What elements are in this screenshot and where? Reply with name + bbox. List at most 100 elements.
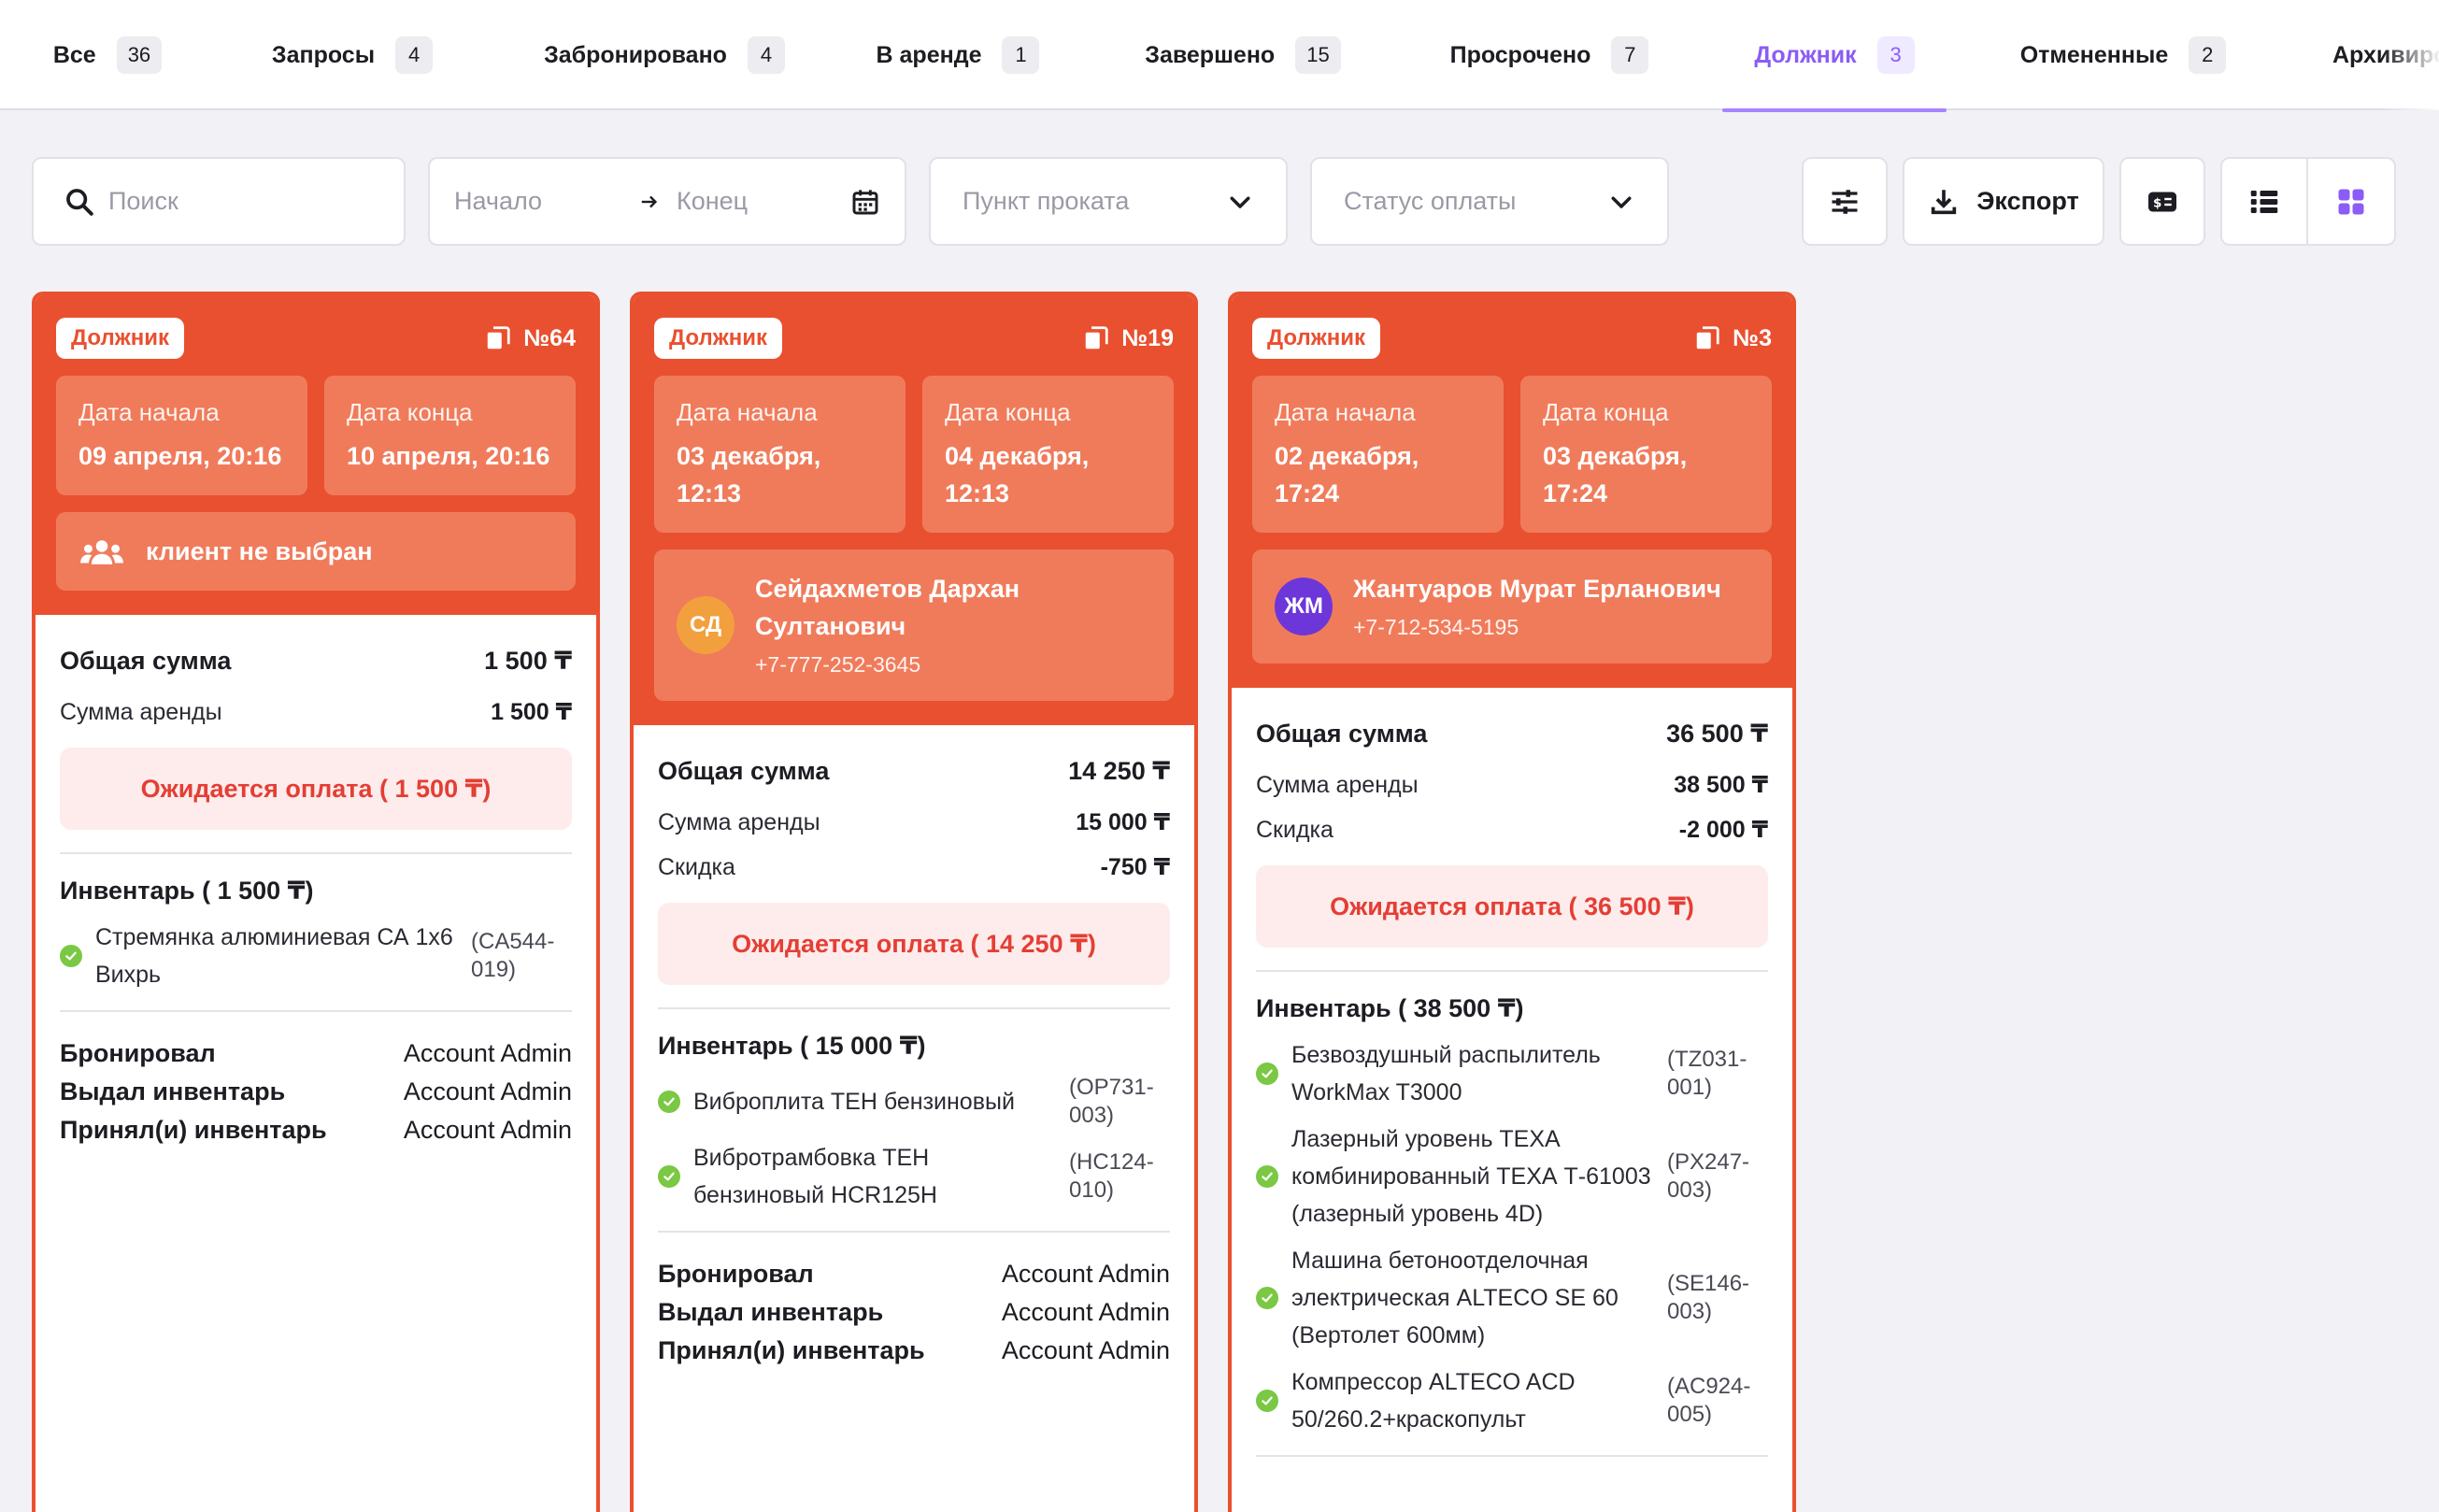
end-date-placeholder: Конец (677, 187, 749, 215)
start-date-value: 09 апреля, 20:16 (78, 442, 282, 470)
client-info[interactable]: СД Сейдахметов Дархан Султанович +7-777-… (654, 549, 1174, 701)
tab-label: В аренде (876, 41, 982, 68)
start-date-box: Дата начала 02 декабря, 17:24 (1252, 376, 1504, 533)
issued-by-row: Выдал инвентарь Account Admin (60, 1073, 572, 1111)
svg-text:$: $ (2153, 195, 2161, 210)
start-date-label: Дата начала (677, 398, 818, 426)
inventory-item-code: (CA544-019) (471, 929, 555, 982)
tab-booked[interactable]: Забронировано 4 (533, 0, 796, 110)
inventory-item-code: (PX247-003) (1667, 1149, 1750, 1203)
tab-label: Все (52, 41, 96, 68)
inventory-item-name: Машина бетоноотделочная электрическая AL… (1291, 1248, 1619, 1348)
client-select[interactable]: клиент не выбран (56, 512, 576, 591)
rent-sum-row: Сумма аренды 15 000 ₸ (658, 800, 1170, 845)
inventory-item: Лазерный уровень ТЕХА комбинированный ТЕ… (1256, 1120, 1768, 1233)
divider (60, 1010, 572, 1012)
order-number-text: №64 (523, 324, 576, 351)
grid-view-button[interactable] (2308, 159, 2394, 244)
tab-overdue[interactable]: Просрочено 7 (1437, 0, 1662, 110)
divider (658, 1231, 1170, 1233)
export-button[interactable]: Экспорт (1903, 157, 2104, 246)
tab-label: Завершено (1145, 41, 1276, 68)
tab-requests[interactable]: Запросы 4 (254, 0, 450, 110)
awaiting-payment-button[interactable]: Ожидается оплата ( 14 250 ₸) (658, 903, 1170, 985)
tab-label: Отмененные (2019, 41, 2169, 68)
inventory-item-name: Стремянка алюминиевая СА 1х6 Вихрь (95, 924, 453, 988)
received-by-label: Принял(и) инвентарь (658, 1336, 925, 1364)
check-circle-icon (1256, 1063, 1278, 1085)
tab-count: 4 (747, 36, 785, 74)
download-icon (1928, 186, 1960, 218)
inventory-item: Безвоздушный распылитель WorkMax T3000 (… (1256, 1036, 1768, 1111)
chevron-down-icon (1226, 188, 1254, 216)
check-circle-icon (1256, 1165, 1278, 1188)
filter-settings-button[interactable] (1802, 157, 1888, 246)
cash-view-button[interactable]: $ (2119, 157, 2205, 246)
rent-sum-value: 1 500 ₸ (491, 699, 572, 725)
inventory-item-name: Лазерный уровень ТЕХА комбинированный ТЕ… (1291, 1126, 1651, 1227)
search-placeholder: Поиск (108, 187, 178, 215)
inventory-item: Машина бетоноотделочная электрическая AL… (1256, 1242, 1768, 1354)
tab-label: Запросы (271, 41, 376, 68)
order-number[interactable]: №19 (1082, 324, 1174, 352)
tab-completed[interactable]: Завершено 15 (1131, 0, 1355, 110)
cash-icon: $ (2146, 185, 2179, 219)
end-date-value: 04 декабря, 12:13 (945, 442, 1090, 507)
booked-by-label: Бронировал (60, 1039, 216, 1067)
view-toggle (2220, 157, 2396, 246)
start-date-box: Дата начала 03 декабря, 12:13 (654, 376, 906, 533)
issued-by-label: Выдал инвентарь (658, 1298, 884, 1326)
end-date-label: Дата конца (347, 398, 473, 426)
arrow-right-icon (639, 192, 677, 212)
status-badge: Должник (1252, 318, 1380, 359)
rental-card[interactable]: Должник №19 Дата начала 03 декабря, 12:1… (630, 292, 1198, 1512)
total-label: Общая сумма (60, 646, 232, 675)
rent-sum-value: 15 000 ₸ (1076, 809, 1170, 835)
card-header: Должник №19 Дата начала 03 декабря, 12:1… (634, 295, 1194, 725)
divider (60, 852, 572, 854)
end-date-value: 03 декабря, 17:24 (1543, 442, 1688, 507)
tab-debtor[interactable]: Должник 3 (1722, 0, 1947, 112)
total-value: 14 250 ₸ (1068, 756, 1170, 785)
order-number[interactable]: №64 (484, 324, 576, 352)
start-date-label: Дата начала (1275, 398, 1416, 426)
rent-sum-value: 38 500 ₸ (1674, 772, 1768, 798)
total-label: Общая сумма (658, 756, 830, 785)
rental-card[interactable]: Должник №64 Дата начала 09 апреля, 20:16… (32, 292, 600, 1512)
received-by-label: Принял(и) инвентарь (60, 1116, 327, 1144)
search-input[interactable]: Поиск (32, 157, 406, 246)
tab-count: 3 (1876, 36, 1915, 74)
start-date-placeholder: Начало (454, 187, 543, 215)
end-date-label: Дата конца (1543, 398, 1669, 426)
date-range-input[interactable]: Начало Конец (428, 157, 906, 246)
list-view-button[interactable] (2222, 159, 2308, 244)
discount-value: -2 000 ₸ (1678, 817, 1768, 843)
inventory-item-name: Компрессор ALTECO ACD 50/260.2+краскопул… (1291, 1369, 1576, 1433)
calendar-icon[interactable] (850, 187, 880, 217)
start-date-label: Дата начала (78, 398, 220, 426)
divider (1256, 1455, 1768, 1457)
divider (658, 1007, 1170, 1009)
inventory-title: Инвентарь ( 15 000 ₸) (658, 1032, 926, 1060)
order-number[interactable]: №3 (1693, 324, 1772, 352)
awaiting-payment-button[interactable]: Ожидается оплата ( 1 500 ₸) (60, 748, 572, 830)
check-circle-icon (60, 945, 82, 967)
received-by-value: Account Admin (1001, 1336, 1170, 1364)
tab-in-rent[interactable]: В аренде 1 (869, 0, 1047, 110)
rent-sum-row: Сумма аренды 1 500 ₸ (60, 690, 572, 735)
inventory-title: Инвентарь ( 1 500 ₸) (60, 877, 314, 905)
location-select[interactable]: Пункт проката (929, 157, 1288, 246)
client-info[interactable]: ЖМ Жантуаров Мурат Ерланович +7-712-534-… (1252, 549, 1772, 663)
issued-by-label: Выдал инвентарь (60, 1077, 286, 1105)
tab-count: 1 (1002, 36, 1040, 74)
rental-card[interactable]: Должник №3 Дата начала 02 декабря, 17:24… (1228, 292, 1796, 1512)
awaiting-payment-button[interactable]: Ожидается оплата ( 36 500 ₸) (1256, 865, 1768, 948)
inventory-item: Вибротрамбовка ТЕН бензиновый HCR125H (H… (658, 1139, 1170, 1214)
total-label: Общая сумма (1256, 719, 1428, 748)
tab-all[interactable]: Все 36 (37, 0, 178, 110)
location-placeholder: Пункт проката (963, 187, 1130, 215)
discount-label: Скидка (1256, 816, 1334, 843)
tab-cancelled[interactable]: Отмененные 2 (2011, 0, 2235, 110)
payment-status-select[interactable]: Статус оплаты (1310, 157, 1669, 246)
divider (1256, 970, 1768, 972)
